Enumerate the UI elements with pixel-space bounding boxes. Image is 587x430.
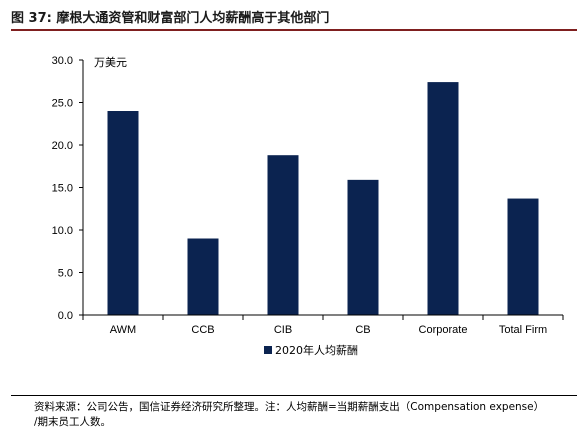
x-tick-label: CCB — [191, 324, 214, 336]
y-tick-label: 10.0 — [52, 225, 73, 237]
y-tick-label: 20.0 — [52, 140, 73, 152]
y-tick-label: 30.0 — [52, 55, 73, 67]
x-tick-label: Corporate — [419, 324, 468, 336]
y-tick-label: 5.0 — [58, 268, 73, 280]
bar-cb — [347, 179, 379, 315]
legend: 2020年人均薪酬 — [264, 343, 358, 357]
unit-label: 万美元 — [94, 56, 127, 69]
source-note: 资料来源：公司公告，国信证券经济研究所整理。注：人均薪酬=当期薪酬支出（Comp… — [34, 400, 574, 430]
bar-ccb — [187, 238, 219, 315]
legend-label: 2020年人均薪酬 — [275, 343, 358, 357]
x-tick-label: AWM — [110, 324, 136, 336]
title-divider — [11, 29, 577, 31]
x-tick-label: CB — [355, 324, 370, 336]
x-axis-ticks: AWM CCB CIB CB Corporate Total Firm — [82, 315, 564, 336]
y-tick-label: 25.0 — [52, 98, 73, 110]
source-line-2: /期末员工人数。 — [34, 416, 112, 428]
y-axis-ticks: 0.0 5.0 10.0 15.0 20.0 25.0 30.0 — [52, 55, 83, 322]
y-tick-label: 0.0 — [58, 310, 73, 322]
bar-awm — [107, 111, 139, 315]
bar-cib — [267, 155, 299, 315]
footer-divider — [11, 395, 577, 396]
figure-title: 图 37: 摩根大通资管和财富部门人均薪酬高于其他部门 — [11, 11, 330, 26]
bar-corporate — [427, 82, 459, 315]
bars — [107, 82, 539, 315]
bar-total-firm — [507, 198, 539, 315]
legend-swatch — [264, 346, 272, 354]
y-tick-label: 15.0 — [52, 183, 73, 195]
x-tick-label: Total Firm — [499, 324, 547, 336]
source-line-1: 资料来源：公司公告，国信证券经济研究所整理。注：人均薪酬=当期薪酬支出（Comp… — [34, 401, 545, 413]
x-tick-label: CIB — [274, 324, 292, 336]
